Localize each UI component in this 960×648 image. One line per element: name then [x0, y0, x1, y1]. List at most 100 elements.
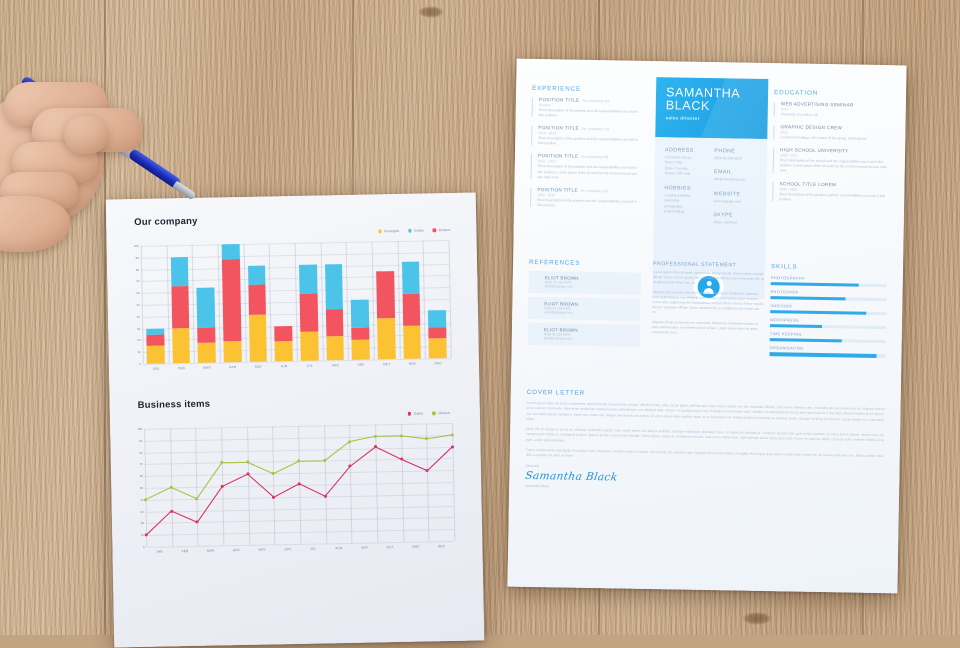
bar-segment	[221, 244, 240, 260]
skill-bar-track	[769, 337, 886, 344]
bar-segment	[170, 286, 190, 328]
bar-segment	[223, 340, 242, 363]
experience-item: POSITION TITLE for company ltd 2012 - 2013…	[531, 153, 643, 181]
x-tick-label: JUN	[284, 547, 292, 552]
skill-item: TIME KEEPING	[769, 331, 886, 344]
reference-email: eliot@mypage.com	[544, 310, 573, 315]
bar-chart-legend: Receipts Sales Orders	[378, 228, 450, 233]
y-tick-label: 100	[133, 243, 139, 249]
cover-letter-paragraph: Nunc elit mi cursus ac purus ut, vehicul…	[525, 426, 885, 443]
y-tick-label: 50	[140, 485, 144, 490]
y-tick-label: 40	[136, 314, 141, 319]
bar-segment	[221, 259, 242, 342]
bar-segment	[351, 339, 370, 360]
bar-column	[247, 265, 268, 362]
legend-label: Sales	[414, 228, 424, 233]
experience-company: for company ltd	[580, 188, 608, 194]
phone-value: 0028 01 234 5678	[714, 156, 742, 161]
x-tick-label: OCT	[383, 362, 391, 367]
chart-report-page[interactable]: Our company Receipts Sales Orders 0 10 20 30 4…	[105, 192, 485, 648]
x-tick-label: FEB	[181, 549, 189, 554]
y-tick-label: 70	[136, 279, 140, 284]
job-role: sales director	[665, 114, 700, 121]
bar-segment	[402, 293, 421, 326]
email-label: EMAIL	[713, 169, 733, 176]
experience-heading: EXPERIENCE	[532, 84, 582, 93]
bar-segment	[401, 261, 421, 295]
bar-chart: Receipts Sales Orders 0 10 20 30 40 50 60 70 80 90 1…	[134, 226, 455, 382]
bar-column	[376, 270, 396, 360]
education-item: HIGH SCHOOL UNIVERSITY 2008 - 2014 Short d…	[773, 147, 889, 175]
x-tick-label: MAY	[258, 547, 266, 552]
bar-segment	[298, 264, 318, 294]
skill-bar-fill	[769, 337, 842, 343]
references-column: REFERENCES ELIOT BROWN 0028 01 234 5678 el…	[527, 258, 642, 351]
education-column: EDUCATION WEB ADVERTISING SEMINAR 2015 Uni…	[772, 89, 890, 211]
y-tick-label: 50	[136, 302, 140, 308]
skills-list: PHOTOGRAPHY PHOTOSHOP INDESIGN WORDPRESS TIM…	[769, 275, 887, 358]
hobbies-label: HOBBIES	[664, 185, 692, 192]
bar-segment	[428, 309, 447, 328]
y-tick-label: 90	[139, 438, 143, 443]
references-list: ELIOT BROWN 0028 01 234 5678 eliot@mypage.…	[527, 270, 641, 347]
bar-segment	[350, 299, 370, 329]
y-tick-label: 20	[137, 338, 141, 343]
y-tick-label: 80	[139, 450, 143, 455]
bar-column	[170, 256, 191, 364]
statement-column: PROFESSIONAL STATEMENT Lorem ipsum dolor…	[652, 261, 765, 341]
bar-column	[298, 264, 319, 361]
last-name: BLACK	[665, 97, 710, 113]
references-heading: REFERENCES	[529, 258, 581, 267]
experience-description: Short description of the position and th…	[538, 136, 638, 146]
education-list: WEB ADVERTISING SEMINAR 2015 University of…	[772, 101, 890, 204]
experience-item: POSITION TITLE for company ltd 2013 - 2014…	[531, 125, 643, 148]
skype-value: skype: sambqat	[713, 219, 737, 225]
education-heading: EDUCATION	[774, 89, 819, 97]
bar-segment	[299, 293, 319, 332]
education-description: University of London, UK	[780, 112, 819, 117]
bar-segment	[428, 338, 447, 359]
x-tick-label: MAR	[206, 548, 215, 553]
bar-segment	[325, 336, 345, 361]
legend-item: Orders	[432, 228, 450, 232]
x-tick-label: JAN	[155, 549, 163, 554]
reference-email: eliot@mypage.com	[543, 336, 573, 341]
pen-tip	[172, 180, 197, 201]
hand-holding-pen	[0, 46, 201, 252]
x-tick-label: JUN	[280, 364, 288, 369]
skills-heading: SKILLS	[770, 263, 798, 271]
legend-swatch	[408, 228, 412, 233]
resume-page[interactable]: EXPERIENCE POSITION TITLE for company ltd…	[507, 58, 907, 594]
y-tick-label: 70	[139, 462, 143, 467]
x-tick-label: MAR	[203, 365, 212, 370]
statement-paragraph: Aliquam dictum porta erat nec commodo. M…	[651, 319, 759, 335]
bar-column	[324, 264, 345, 361]
y-tick-label: 0	[139, 361, 141, 366]
x-tick-label: MAY	[254, 364, 263, 369]
chart-title-business-items: Business items	[137, 398, 211, 412]
plank-seam	[104, 0, 106, 635]
legend-item: Sales	[408, 228, 424, 233]
bar-column	[428, 309, 447, 359]
hobby-line: body building	[663, 209, 685, 214]
bar-column	[401, 261, 422, 359]
bar-plot-area: 0 10 20 30 40 50 60 70 80 90 100 JAN FEB MAR APR MAY JUN…	[134, 239, 452, 371]
experience-company: for company ltd	[581, 155, 609, 160]
y-tick-label: 20	[140, 521, 144, 526]
cover-letter-heading: COVER LETTER	[526, 388, 586, 397]
skill-bar-track	[770, 281, 887, 288]
legend-swatch	[378, 229, 382, 234]
bar-segment	[146, 345, 165, 364]
x-tick-label: APR	[232, 548, 240, 553]
y-tick-label: 0	[142, 544, 145, 549]
bar-column	[196, 287, 216, 363]
bar-segment	[402, 325, 422, 359]
education-description: Short description of the position and th…	[779, 191, 886, 202]
x-tick-label: AUG	[335, 546, 343, 551]
website-value: www.mypage.com	[713, 198, 742, 204]
cover-letter-section: COVER LETTER Lorem ipsum dolor sit amet,…	[524, 388, 885, 494]
skill-item: ORGANISATION	[769, 346, 886, 358]
bar-segment	[351, 327, 370, 340]
experience-column: EXPERIENCE POSITION TITLE for company ltd…	[530, 85, 644, 217]
skype-label: SKYPE	[713, 211, 734, 219]
